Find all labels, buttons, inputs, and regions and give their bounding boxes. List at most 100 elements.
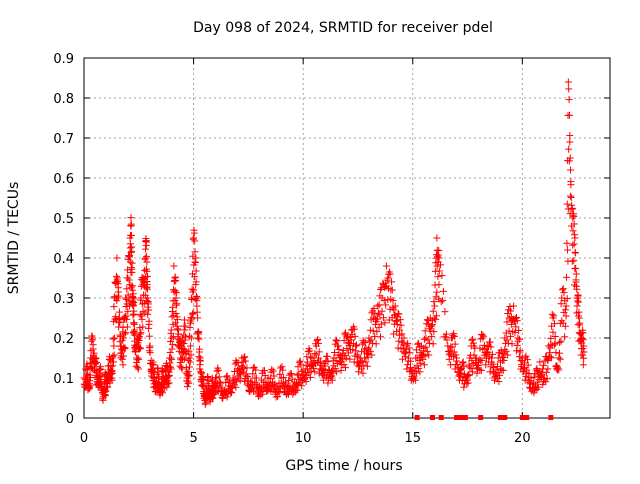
data-point <box>565 157 573 165</box>
data-point <box>507 307 515 315</box>
x-tick-label: 15 <box>404 431 421 446</box>
data-point <box>122 312 130 320</box>
data-point <box>466 363 474 371</box>
data-point <box>567 193 575 201</box>
data-point <box>484 348 492 356</box>
data-point <box>138 300 146 308</box>
data-point <box>570 240 578 248</box>
data-point <box>190 286 198 294</box>
data-point <box>347 336 355 344</box>
data-point <box>547 334 555 342</box>
data-point <box>554 364 562 372</box>
data-point <box>475 356 483 364</box>
data-point <box>130 299 138 307</box>
data-point <box>487 343 495 351</box>
data-point <box>86 382 94 390</box>
data-point <box>195 329 203 337</box>
data-point <box>412 346 420 354</box>
data-point <box>503 336 511 344</box>
data-point <box>526 379 534 387</box>
data-point <box>392 317 400 325</box>
data-point <box>578 335 586 343</box>
data-point <box>334 342 342 350</box>
data-point <box>199 376 207 384</box>
data-point <box>83 363 91 371</box>
data-point <box>571 231 579 239</box>
data-point <box>218 384 226 392</box>
data-point <box>567 181 575 189</box>
data-point <box>324 358 332 366</box>
data-point <box>382 279 390 287</box>
data-point <box>576 319 584 327</box>
data-point <box>367 336 375 344</box>
data-point <box>489 368 497 376</box>
data-point <box>188 315 196 323</box>
data-point <box>358 340 366 348</box>
data-point <box>240 365 248 373</box>
data-point <box>136 311 144 319</box>
data-point <box>451 340 459 348</box>
data-point <box>398 330 406 338</box>
data-point <box>538 370 546 378</box>
data-point <box>123 315 131 323</box>
data-point <box>270 372 278 380</box>
data-point <box>287 370 295 378</box>
data-point <box>143 252 151 260</box>
data-point <box>113 272 121 280</box>
data-point <box>167 326 175 334</box>
data-point <box>423 347 431 355</box>
data-point <box>504 351 512 359</box>
data-point <box>565 96 573 104</box>
data-point <box>464 371 472 379</box>
data-point <box>426 327 434 335</box>
data-point <box>555 354 563 362</box>
data-point <box>328 366 336 374</box>
data-point <box>349 346 357 354</box>
data-point <box>468 356 476 364</box>
data-point <box>446 349 454 357</box>
data-point <box>193 302 201 310</box>
data-point <box>111 334 119 342</box>
data-point <box>306 373 314 381</box>
data-point <box>239 368 247 376</box>
data-point <box>241 353 249 361</box>
data-point <box>316 358 324 366</box>
data-point <box>333 337 341 345</box>
data-point <box>390 311 398 319</box>
data-point <box>320 376 328 384</box>
data-point <box>193 292 201 300</box>
data-point <box>331 364 339 372</box>
data-point <box>173 300 181 308</box>
data-point <box>180 316 188 324</box>
data-point <box>219 394 227 402</box>
data-point <box>452 351 460 359</box>
data-point <box>421 352 429 360</box>
data-point <box>172 309 180 317</box>
data-point <box>121 330 129 338</box>
data-point <box>565 85 573 93</box>
data-point <box>196 356 204 364</box>
data-point <box>450 332 458 340</box>
data-point <box>143 285 151 293</box>
data-point <box>420 335 428 343</box>
data-point <box>515 326 523 334</box>
data-point <box>365 344 373 352</box>
data-point <box>532 366 540 374</box>
data-point <box>407 357 415 365</box>
data-point <box>488 350 496 358</box>
zero-marker <box>454 415 460 420</box>
data-point <box>560 289 568 297</box>
zero-marker <box>497 415 503 420</box>
data-point <box>393 328 401 336</box>
data-point <box>341 364 349 372</box>
data-point <box>430 328 438 336</box>
data-point <box>489 360 497 368</box>
data-point <box>530 373 538 381</box>
data-point <box>187 334 195 342</box>
data-point <box>231 360 239 368</box>
data-point <box>118 336 126 344</box>
zero-marker <box>478 415 484 420</box>
data-point <box>304 348 312 356</box>
data-point <box>412 354 420 362</box>
